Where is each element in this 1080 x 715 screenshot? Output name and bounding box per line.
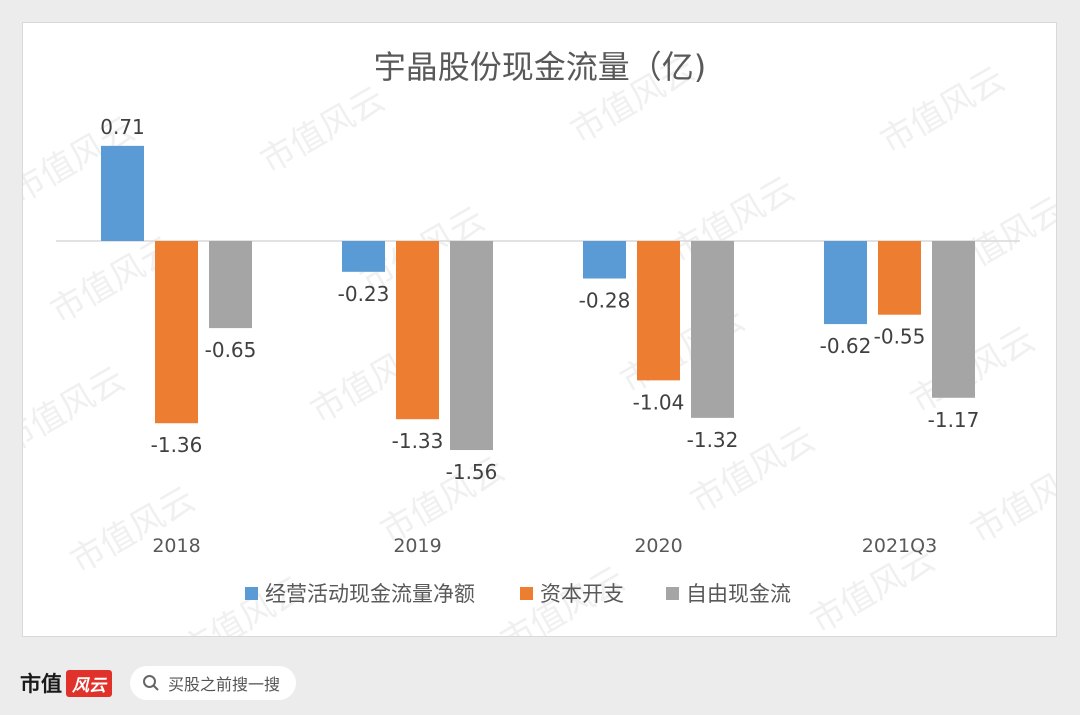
bar <box>155 241 198 424</box>
bar-chart: 宇晶股份现金流量（亿)0.71-1.36-0.652018-0.23-1.33-… <box>56 48 1020 606</box>
legend-swatch <box>245 587 258 600</box>
footer-bar: 市值 风云 买股之前搜一搜 <box>20 663 297 703</box>
bar <box>932 241 975 398</box>
bar <box>691 241 734 418</box>
data-label: -1.17 <box>928 408 980 432</box>
category-label: 2021Q3 <box>862 535 937 557</box>
data-label: -1.56 <box>446 460 498 484</box>
bar <box>396 241 439 420</box>
bar <box>342 241 385 272</box>
search-placeholder: 买股之前搜一搜 <box>168 675 281 694</box>
data-label: -0.62 <box>820 334 872 358</box>
data-label: -0.28 <box>579 289 631 313</box>
search-box[interactable]: 买股之前搜一搜 <box>130 666 297 700</box>
bar <box>209 241 252 329</box>
search-icon <box>142 674 160 692</box>
bar <box>450 241 493 451</box>
bar <box>878 241 921 315</box>
legend-swatch <box>520 587 533 600</box>
brand-logo[interactable]: 市值 风云 <box>20 668 112 698</box>
category-label: 2018 <box>152 535 200 557</box>
data-label: -0.65 <box>205 338 257 362</box>
category-label: 2020 <box>634 535 682 557</box>
bar <box>583 241 626 279</box>
data-label: -1.04 <box>633 390 685 414</box>
legend-label: 资本开支 <box>540 582 624 606</box>
legend-label: 自由现金流 <box>686 582 791 606</box>
bar <box>101 145 144 241</box>
brand-logo-mark: 风云 <box>66 669 112 697</box>
data-label: 0.71 <box>100 115 145 139</box>
data-label: -1.33 <box>392 429 444 453</box>
category-label: 2019 <box>393 535 441 557</box>
legend-label: 经营活动现金流量净额 <box>265 582 475 606</box>
bar <box>637 241 680 381</box>
bar <box>824 241 867 325</box>
data-label: -1.32 <box>687 428 739 452</box>
data-label: -0.23 <box>338 282 390 306</box>
brand-name: 市值 <box>20 672 62 696</box>
legend-swatch <box>666 587 679 600</box>
chart-card: 市值风云 市值风云 市值风云 市值风云 市值风云 市值风云 市值风云 市值风云 市值风云 市值风云… <box>22 22 1057 637</box>
data-label: -1.36 <box>151 433 203 457</box>
data-label: -0.55 <box>874 325 926 349</box>
chart-title: 宇晶股份现金流量（亿) <box>374 48 707 86</box>
